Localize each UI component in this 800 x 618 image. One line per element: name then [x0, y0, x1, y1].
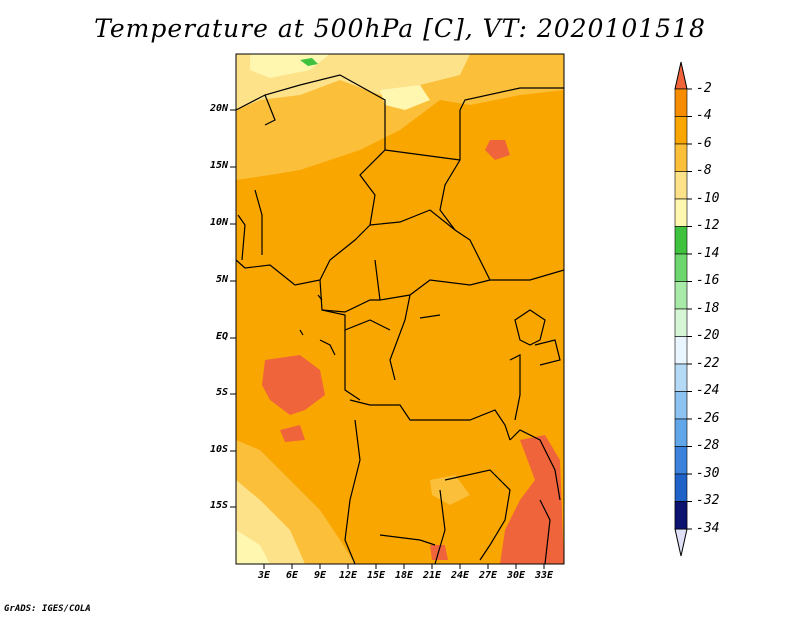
- credit-text: GrADS: IGES/COLA: [4, 604, 91, 614]
- country-borders: [235, 74, 565, 565]
- map-frame: [235, 53, 565, 565]
- colorbar-label: -22: [696, 356, 720, 371]
- lat-label: 15N: [209, 160, 228, 171]
- lon-ticks: [263, 564, 545, 569]
- colorbar-label: -14: [696, 246, 720, 261]
- colorbar-cap-bottom: [674, 528, 688, 557]
- lat-label: 10S: [209, 444, 228, 455]
- colorbar-label: -24: [696, 383, 720, 398]
- colorbar-label: -30: [696, 466, 720, 481]
- field-warm-west: [262, 355, 325, 415]
- lon-label: 15E: [366, 570, 386, 581]
- lat-label: 10N: [209, 217, 228, 228]
- field-green-patch: [300, 58, 318, 66]
- lon-label: 12E: [338, 570, 358, 581]
- map-title: Temperature at 500hPa [C], VT: 202010151…: [94, 14, 706, 43]
- lat-ticks: [230, 109, 236, 508]
- field-warm-southeast: [500, 435, 564, 564]
- colorbar-label: -2: [696, 81, 712, 96]
- colorbar-cap-top: [674, 61, 688, 90]
- colorbar-label: -34: [696, 521, 720, 536]
- lon-label: 18E: [394, 570, 414, 581]
- lat-label: 5S: [215, 387, 228, 398]
- field-sw-palest: [236, 530, 270, 564]
- lon-label: 27E: [478, 570, 498, 581]
- lon-label: 6E: [285, 570, 299, 581]
- colorbar-label: -10: [696, 191, 720, 206]
- lon-label: 3E: [257, 570, 271, 581]
- colorbar-label: -6: [696, 136, 712, 151]
- lon-label: 21E: [422, 570, 442, 581]
- field-warm-north: [485, 140, 510, 160]
- colorbar-label: -8: [696, 163, 712, 178]
- colorbar-ticks: [687, 88, 692, 530]
- lon-label: 9E: [313, 570, 327, 581]
- lon-label: 30E: [506, 570, 526, 581]
- lat-label: 15S: [209, 500, 228, 511]
- lon-label: 24E: [450, 570, 470, 581]
- temperature-field: [236, 54, 564, 564]
- colorbar-label: -18: [696, 301, 720, 316]
- field-warm-small: [280, 425, 305, 442]
- colorbar-label: -28: [696, 438, 720, 453]
- colorbar-label: -16: [696, 273, 720, 288]
- colorbar-label: -4: [696, 108, 712, 123]
- lon-label: 33E: [534, 570, 554, 581]
- lat-label: 5N: [215, 274, 228, 285]
- field-north-palest-2: [380, 85, 430, 110]
- lat-label: 20N: [209, 103, 228, 114]
- colorbar-label: -26: [696, 411, 720, 426]
- field-s-patch: [430, 475, 470, 505]
- colorbar-label: -12: [696, 218, 720, 233]
- colorbar: [674, 61, 688, 557]
- colorbar-label: -32: [696, 493, 720, 508]
- colorbar-label: -20: [696, 328, 720, 343]
- lat-label: EQ: [215, 331, 228, 342]
